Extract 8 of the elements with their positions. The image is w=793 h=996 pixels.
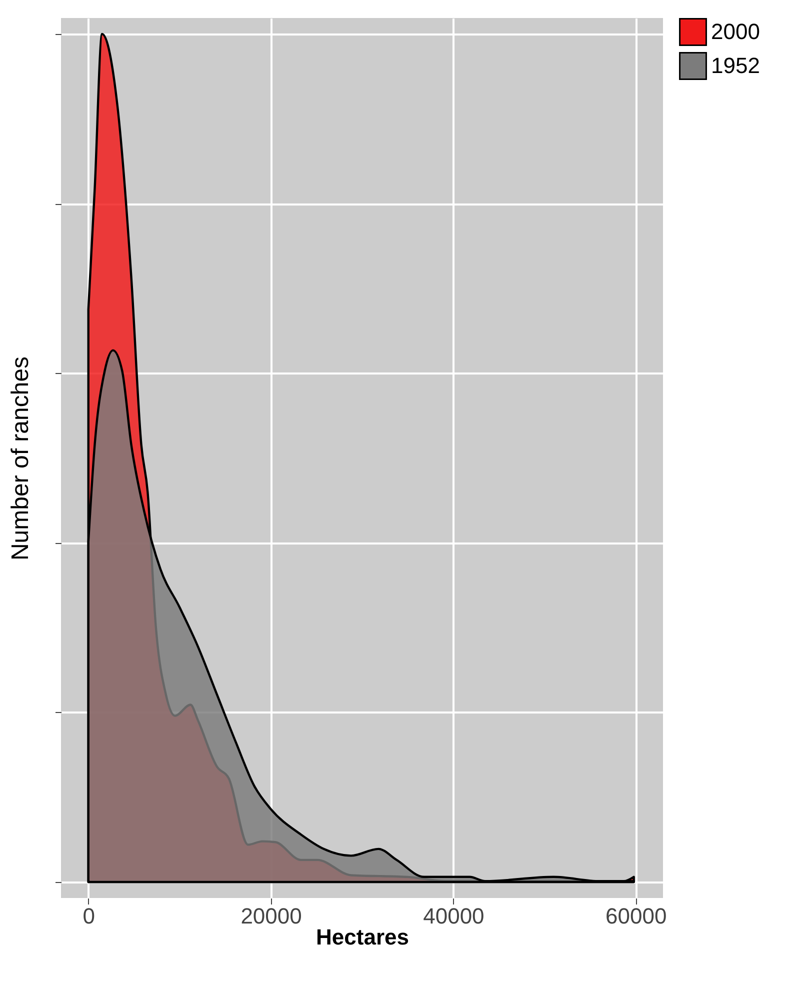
x-tick-label: 0	[82, 904, 95, 928]
y-axis-title: Number of ranches	[7, 356, 34, 561]
x-tick-label: 20000	[240, 904, 302, 928]
x-tick-label: 60000	[606, 904, 667, 928]
x-tick-label: 40000	[423, 904, 484, 928]
legend-label: 1952	[711, 53, 760, 78]
x-axis-title: Hectares	[316, 924, 409, 950]
legend-label: 2000	[711, 19, 760, 44]
